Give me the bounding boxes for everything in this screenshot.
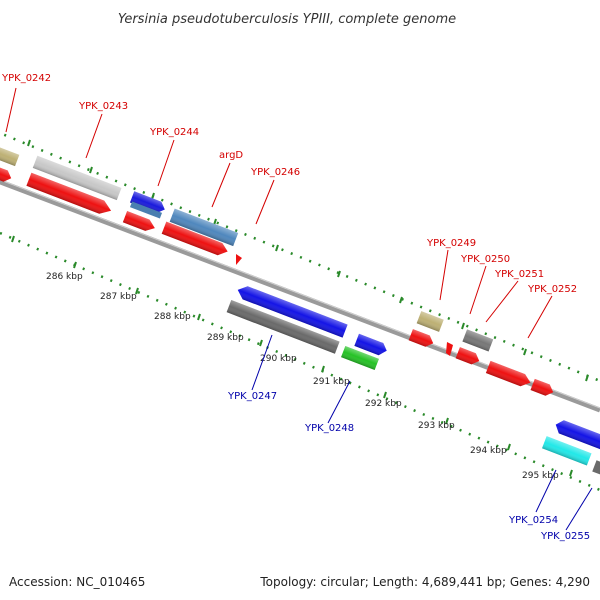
forward-genes: [0, 143, 556, 398]
accession-text: Accession: NC_010465: [9, 575, 145, 589]
gene-box-ypk0251[interactable]: [462, 329, 494, 352]
label-ypk0252[interactable]: YPK_0252: [527, 284, 577, 295]
gene-arrow-red-3[interactable]: [161, 221, 230, 259]
gene-box-gray-1[interactable]: [226, 300, 340, 354]
gene-box-argD[interactable]: [169, 208, 239, 247]
gene-arrow-ypk0255[interactable]: [553, 418, 600, 450]
kbp-label-295: 295 kbp: [522, 471, 559, 481]
kbp-label-294: 294 kbp: [470, 446, 507, 456]
kbp-label-292: 292 kbp: [365, 399, 402, 409]
tick-ring-outer: [0, 131, 600, 383]
gene-box-tan-left[interactable]: [0, 143, 20, 167]
gene-box-ypk0254[interactable]: [542, 436, 592, 466]
gene-box-ypk0249[interactable]: [416, 311, 444, 332]
gene-arrow-red-6[interactable]: [530, 378, 556, 398]
kbp-label-287: 287 kbp: [100, 292, 137, 302]
gene-arrow-ypk0247[interactable]: [235, 283, 348, 338]
kbp-labels: 286 kbp 287 kbp 288 kbp 289 kbp 290 kbp …: [46, 272, 559, 481]
topology-text: Topology: circular; Length: 4,689,441 bp…: [259, 575, 590, 589]
gene-box-ypk0243[interactable]: [32, 155, 122, 201]
kbp-label-286: 286 kbp: [46, 272, 83, 282]
gene-arrow-red-5[interactable]: [455, 347, 482, 366]
gene-arrow-ypk0246[interactable]: [236, 254, 242, 265]
major-ticks-inner: [11, 235, 573, 477]
gene-arrow-red-4[interactable]: [408, 329, 436, 349]
gene-arrow-ypk0252[interactable]: [485, 360, 533, 389]
label-argD[interactable]: argD: [219, 150, 243, 161]
kbp-label-291: 291 kbp: [313, 377, 350, 387]
label-ypk0249[interactable]: YPK_0249: [426, 238, 476, 249]
gene-box-ypk0248[interactable]: [341, 345, 379, 371]
gene-arrow-red-left[interactable]: [0, 163, 13, 184]
label-ypk0244[interactable]: YPK_0244: [149, 127, 199, 138]
gene-arrow-ypk0250[interactable]: [446, 342, 453, 356]
label-ypk0254[interactable]: YPK_0254: [508, 515, 558, 526]
reverse-genes: [226, 283, 600, 476]
label-ypk0248[interactable]: YPK_0248: [304, 423, 354, 434]
label-ypk0246[interactable]: YPK_0246: [250, 167, 300, 178]
label-ypk0251[interactable]: YPK_0251: [494, 269, 544, 280]
major-ticks-outer: [27, 139, 589, 382]
kbp-label-289: 289 kbp: [207, 333, 244, 343]
gene-arrow-blue-2[interactable]: [354, 333, 389, 358]
reverse-gene-labels: YPK_0247 YPK_0248 YPK_0254 YPK_0255: [227, 391, 590, 542]
label-ypk0250[interactable]: YPK_0250: [460, 254, 510, 265]
gene-box-ypk0244-b[interactable]: [129, 201, 163, 219]
forward-gene-labels: YPK_0242 YPK_0243 YPK_0244 argD YPK_0246…: [1, 73, 577, 295]
kbp-label-293: 293 kbp: [418, 421, 455, 431]
kbp-label-288: 288 kbp: [154, 312, 191, 322]
gene-arrow-red-2[interactable]: [122, 211, 157, 234]
label-ypk0242[interactable]: YPK_0242: [1, 73, 51, 84]
label-ypk0243[interactable]: YPK_0243: [78, 101, 128, 112]
kbp-label-290: 290 kbp: [260, 354, 297, 364]
leader-lines: [5, 87, 593, 531]
gene-arrow-ypk0244[interactable]: [129, 191, 167, 215]
gene-box-gray-right[interactable]: [592, 460, 600, 476]
gene-arrow-red-1[interactable]: [26, 172, 113, 218]
label-ypk0255[interactable]: YPK_0255: [540, 531, 590, 542]
label-ypk0247[interactable]: YPK_0247: [227, 391, 277, 402]
map-title: Yersinia pseudotuberculosis YPIII, compl…: [118, 12, 456, 27]
